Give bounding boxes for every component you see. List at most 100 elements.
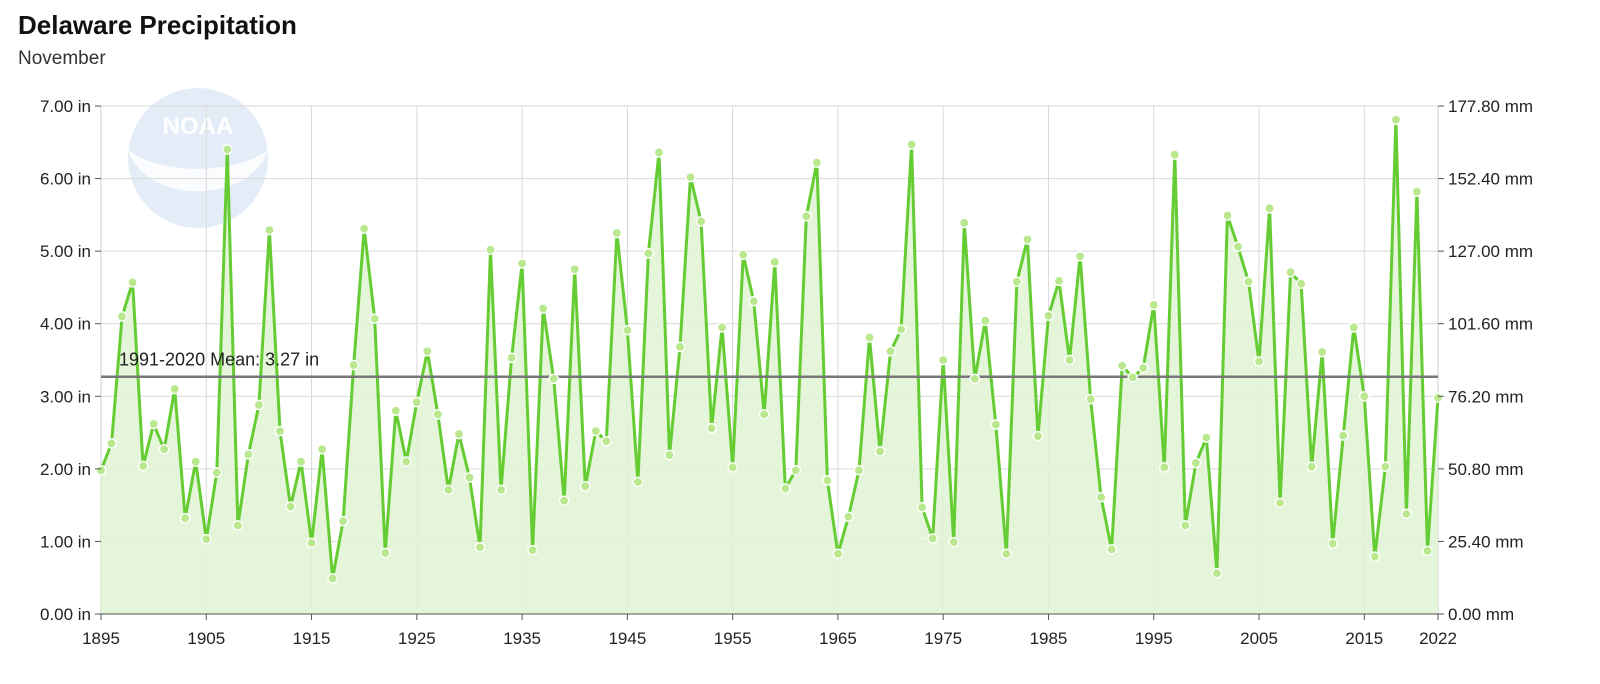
data-point-1922 bbox=[379, 547, 391, 559]
data-point-1940 bbox=[569, 263, 581, 275]
data-point-1946 bbox=[632, 476, 644, 488]
data-point-1924 bbox=[400, 456, 412, 467]
data-point-1910 bbox=[253, 399, 265, 411]
data-point-1952 bbox=[695, 216, 707, 227]
data-point-1977 bbox=[958, 217, 970, 229]
data-point-1965 bbox=[832, 548, 844, 560]
data-point-1929 bbox=[453, 428, 465, 440]
data-point-1972 bbox=[906, 139, 917, 150]
data-point-1963 bbox=[811, 157, 823, 168]
data-point-1980 bbox=[990, 419, 1002, 430]
data-point-2003 bbox=[1232, 241, 1244, 253]
data-point-1907 bbox=[222, 144, 233, 155]
y-tick-label-right: 177.80 mm bbox=[1448, 97, 1533, 116]
chart-subtitle: November bbox=[18, 48, 106, 69]
data-point-1943 bbox=[601, 435, 612, 447]
noaa-logo-icon: NOAA bbox=[128, 88, 268, 228]
data-point-1895 bbox=[95, 465, 107, 476]
data-point-1923 bbox=[390, 405, 402, 417]
data-point-1916 bbox=[316, 443, 328, 455]
x-tick-label: 2005 bbox=[1240, 629, 1278, 648]
data-point-1982 bbox=[1011, 276, 1023, 287]
data-point-2004 bbox=[1243, 276, 1254, 287]
data-point-1936 bbox=[527, 544, 538, 556]
data-point-1966 bbox=[843, 511, 854, 523]
mean-label: 1991-2020 Mean: 3.27 in bbox=[119, 350, 319, 370]
data-point-1920 bbox=[358, 223, 370, 234]
data-point-1917 bbox=[327, 573, 338, 584]
data-point-1950 bbox=[674, 341, 686, 353]
data-point-1999 bbox=[1190, 457, 1202, 469]
x-tick-label: 1945 bbox=[608, 629, 646, 648]
x-tick-label: 1955 bbox=[714, 629, 752, 648]
x-tick-label: 1915 bbox=[293, 629, 331, 648]
data-point-1978 bbox=[969, 373, 981, 385]
data-point-1960 bbox=[779, 483, 791, 494]
data-point-1896 bbox=[106, 438, 117, 449]
data-point-2021 bbox=[1422, 545, 1433, 557]
y-tick-label-right: 101.60 mm bbox=[1448, 315, 1533, 334]
data-point-1925 bbox=[411, 396, 423, 408]
data-point-1970 bbox=[885, 345, 896, 357]
data-point-1901 bbox=[158, 443, 170, 455]
data-point-1968 bbox=[864, 332, 875, 343]
data-point-1964 bbox=[822, 475, 833, 486]
data-point-1934 bbox=[506, 352, 517, 364]
data-point-1962 bbox=[801, 211, 812, 222]
x-tick-label: 1985 bbox=[1030, 629, 1068, 648]
y-tick-label-left: 4.00 in bbox=[40, 315, 91, 334]
data-point-1988 bbox=[1074, 250, 1086, 262]
data-point-1927 bbox=[432, 409, 444, 420]
data-point-1995 bbox=[1148, 299, 1160, 311]
data-point-2002 bbox=[1222, 210, 1233, 221]
x-axis: 1895 1905 1915 1925 1935 1945 1955 1965 1975 1985… bbox=[82, 613, 1457, 648]
y-axis-right: 0.00 mm 25.40 mm 50.80 mm 76.20 mm 101.60 mm… bbox=[1438, 97, 1533, 624]
data-point-1926 bbox=[422, 345, 433, 357]
data-point-1939 bbox=[558, 495, 570, 507]
data-point-1928 bbox=[443, 484, 454, 496]
data-point-2011 bbox=[1316, 346, 1328, 358]
data-point-1938 bbox=[548, 373, 559, 385]
x-tick-label: 2022 bbox=[1419, 629, 1457, 648]
data-point-1974 bbox=[927, 533, 938, 544]
y-tick-label-left: 3.00 in bbox=[40, 387, 91, 406]
data-point-1984 bbox=[1032, 430, 1044, 442]
data-point-1971 bbox=[895, 324, 907, 335]
data-point-1951 bbox=[685, 171, 696, 183]
data-point-2022 bbox=[1432, 392, 1444, 404]
data-point-1915 bbox=[306, 537, 317, 549]
data-point-1981 bbox=[1001, 548, 1012, 560]
data-point-1897 bbox=[116, 311, 128, 322]
data-point-1991 bbox=[1106, 544, 1117, 555]
data-point-1937 bbox=[537, 303, 549, 314]
data-point-1955 bbox=[727, 462, 738, 473]
data-point-1985 bbox=[1043, 310, 1054, 322]
y-tick-label-left: 7.00 in bbox=[40, 97, 91, 116]
data-point-1961 bbox=[790, 465, 802, 476]
data-point-1948 bbox=[653, 147, 665, 158]
x-tick-label: 1995 bbox=[1135, 629, 1173, 648]
data-point-1918 bbox=[337, 515, 349, 527]
x-tick-label: 1895 bbox=[82, 629, 120, 648]
data-point-2006 bbox=[1264, 203, 1275, 214]
data-point-1956 bbox=[737, 249, 749, 261]
x-tick-label: 1905 bbox=[187, 629, 225, 648]
data-point-2000 bbox=[1201, 432, 1212, 443]
data-point-1992 bbox=[1116, 360, 1128, 372]
data-point-1898 bbox=[127, 277, 138, 288]
data-point-2019 bbox=[1401, 508, 1412, 520]
data-point-2018 bbox=[1390, 114, 1402, 126]
data-point-1983 bbox=[1022, 234, 1033, 245]
data-point-1967 bbox=[853, 465, 865, 476]
data-point-2013 bbox=[1337, 430, 1349, 441]
data-point-1998 bbox=[1180, 520, 1191, 531]
y-tick-label-right: 50.80 mm bbox=[1448, 460, 1524, 479]
data-points bbox=[95, 114, 1444, 584]
data-point-2020 bbox=[1411, 186, 1423, 197]
y-axis-left: 0.00 in 1.00 in 2.00 in 3.00 in 4.00 in 5.00 … bbox=[40, 97, 101, 624]
data-point-1933 bbox=[495, 484, 507, 496]
data-point-1973 bbox=[916, 502, 928, 513]
y-tick-label-right: 0.00 mm bbox=[1448, 605, 1514, 624]
x-tick-label: 2015 bbox=[1345, 629, 1383, 648]
data-point-1969 bbox=[874, 446, 886, 457]
